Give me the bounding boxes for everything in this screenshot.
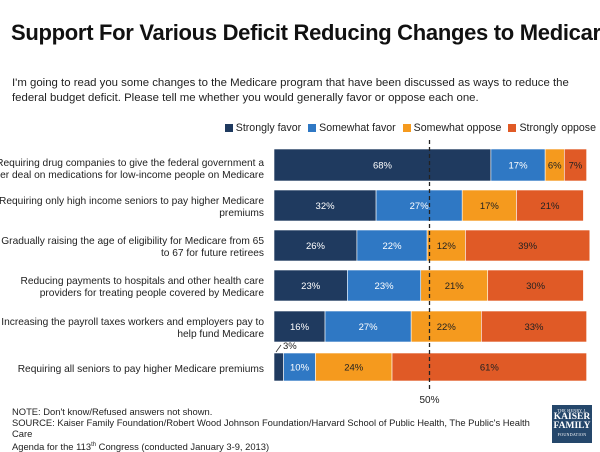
category-label: Gradually raising the age of eligibility… bbox=[1, 236, 264, 259]
bar-segment bbox=[273, 189, 377, 222]
legend-swatch bbox=[508, 124, 517, 132]
bar-value-label: 61% bbox=[480, 363, 500, 374]
bar-segment bbox=[465, 229, 591, 262]
source-note: SOURCE: Kaiser Family Foundation/Robert … bbox=[12, 417, 552, 452]
bar-segment bbox=[356, 229, 428, 262]
bar-segment bbox=[315, 352, 393, 382]
source-prefix: SOURCE: Kaiser Family Foundation/Robert … bbox=[12, 417, 530, 440]
source-agenda: Agenda for the 113 bbox=[12, 440, 92, 452]
bar-segment bbox=[544, 148, 565, 182]
bar-segment bbox=[563, 148, 587, 182]
chart-title: Support For Various Deficit Reducing Cha… bbox=[11, 20, 600, 45]
bar-value-label: 68% bbox=[373, 161, 393, 172]
bar-segment bbox=[375, 189, 463, 222]
bar-value-label: 3% bbox=[283, 341, 297, 352]
bar-segment bbox=[324, 310, 412, 343]
legend-item-strongly-oppose: Strongly oppose bbox=[508, 122, 596, 134]
source-suffix: Congress (conducted January 3-9, 2013) bbox=[96, 440, 270, 452]
bar-segment bbox=[347, 269, 422, 302]
bar-segment bbox=[391, 352, 587, 382]
bar-value-label: 27% bbox=[359, 322, 379, 333]
legend-swatch bbox=[308, 124, 317, 132]
bar-segment bbox=[487, 269, 584, 302]
reference-line-label: 50% bbox=[419, 395, 439, 406]
legend-item-somewhat-oppose: Somewhat oppose bbox=[402, 122, 502, 134]
bar-value-label: 27% bbox=[410, 201, 430, 212]
bar-segment bbox=[420, 269, 489, 302]
legend-label: Strongly favor bbox=[235, 122, 302, 134]
bar-segment bbox=[273, 269, 348, 302]
logo-line-2: FAMILY bbox=[553, 421, 591, 431]
bar-value-label: 24% bbox=[344, 363, 364, 374]
category-label: Reducing payments to hospitals and other… bbox=[20, 276, 264, 299]
bar-segment bbox=[410, 310, 482, 343]
bar-value-label: 22% bbox=[383, 241, 403, 252]
category-label: Requiring drug companies to give the fed… bbox=[0, 158, 264, 181]
bar-value-label: 26% bbox=[306, 241, 326, 252]
bar-segment bbox=[490, 148, 546, 182]
bar-value-label: 22% bbox=[437, 322, 457, 333]
category-label: Requiring all seniors to pay higher Medi… bbox=[18, 364, 264, 375]
bar-value-label: 17% bbox=[480, 201, 500, 212]
legend-label: Somewhat oppose bbox=[413, 122, 502, 134]
bar-segment bbox=[273, 229, 358, 262]
bar-value-label: 10% bbox=[290, 363, 310, 374]
legend: Strongly favor Somewhat favor Somewhat o… bbox=[218, 122, 596, 134]
bar-value-label: 30% bbox=[526, 281, 546, 292]
legend-label: Somewhat favor bbox=[319, 122, 396, 134]
legend-swatch bbox=[224, 124, 233, 132]
bar-value-label: 7% bbox=[569, 161, 583, 172]
legend-item-strongly-favor: Strongly favor bbox=[224, 122, 302, 134]
legend-label: Strongly oppose bbox=[519, 122, 596, 134]
bar-value-label: 23% bbox=[375, 281, 395, 292]
bar-segment bbox=[283, 352, 316, 382]
bar-value-label: 21% bbox=[445, 281, 465, 292]
bar-segment bbox=[273, 352, 284, 382]
bar-value-label: 39% bbox=[518, 241, 538, 252]
footer-notes: NOTE: Don't know/Refused answers not sho… bbox=[12, 406, 552, 452]
category-label: Increasing the payroll taxes workers and… bbox=[1, 317, 264, 340]
bar-value-label: 16% bbox=[290, 322, 310, 333]
bar-segment bbox=[273, 148, 492, 182]
source-sup: th bbox=[91, 441, 97, 448]
bar-value-label: 23% bbox=[301, 281, 321, 292]
legend-swatch bbox=[402, 124, 411, 132]
logo-line-1: KAISER bbox=[553, 412, 591, 422]
bar-segment bbox=[481, 310, 587, 343]
category-label: Requiring only high income seniors to pa… bbox=[0, 196, 264, 219]
logo-top-text: THE HENRY J. bbox=[557, 408, 587, 413]
logo-bottom-text: FOUNDATION bbox=[557, 432, 587, 437]
bar-value-label: 33% bbox=[524, 322, 544, 333]
legend-item-somewhat-favor: Somewhat favor bbox=[308, 122, 396, 134]
kff-logo: THE HENRY J. KAISER FAMILY FOUNDATION bbox=[552, 405, 592, 443]
bar-value-label: 32% bbox=[316, 201, 336, 212]
bar-segment bbox=[273, 310, 326, 343]
bar-segment bbox=[426, 229, 466, 262]
bar-segment bbox=[516, 189, 584, 222]
bar-value-label: 12% bbox=[437, 241, 457, 252]
chart-subtitle: I'm going to read you some changes to th… bbox=[12, 77, 569, 104]
bar-value-label: 17% bbox=[509, 161, 529, 172]
bar-value-label: 6% bbox=[548, 161, 562, 172]
bar-segment bbox=[461, 189, 517, 222]
label-leader-line bbox=[275, 344, 282, 353]
footnote: NOTE: Don't know/Refused answers not sho… bbox=[12, 406, 213, 417]
bar-value-label: 21% bbox=[540, 201, 560, 212]
